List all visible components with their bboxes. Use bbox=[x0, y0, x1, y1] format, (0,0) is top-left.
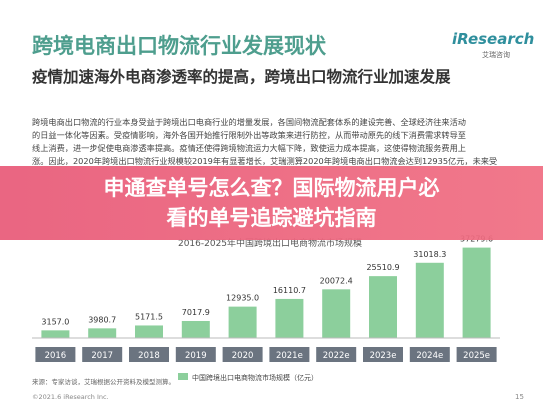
x-tick-label: 2020 bbox=[232, 351, 254, 361]
x-tick-label: 2019 bbox=[185, 351, 207, 361]
banner-line: 看的单号追踪避坑指南 bbox=[166, 206, 377, 230]
legend-swatch bbox=[178, 373, 188, 380]
bar bbox=[462, 247, 491, 338]
logo-sub: 艾瑞咨询 bbox=[482, 51, 510, 59]
body-line: 跨境电商出口物流的行业本身受益于跨境出口电商行业的增量发展，各国间物流配套体系的… bbox=[32, 117, 466, 127]
x-tick-label: 2025e bbox=[463, 351, 490, 361]
bar bbox=[275, 298, 304, 338]
x-tick-box bbox=[456, 347, 497, 362]
x-tick-box bbox=[363, 347, 403, 362]
value-label: 16110.7 bbox=[273, 286, 306, 295]
chart-title: 2016-2025年中国跨境出口电商物流市场规模 bbox=[178, 237, 362, 249]
bar bbox=[88, 328, 117, 338]
title: 跨境电商出口物流行业发展现状 bbox=[32, 34, 326, 58]
bar bbox=[369, 276, 397, 338]
bar bbox=[41, 330, 70, 338]
footer: ©2021.6 iResearch Inc. bbox=[32, 393, 109, 401]
page-number: 15 bbox=[515, 393, 524, 401]
x-tick-box bbox=[35, 347, 76, 362]
x-tick-box bbox=[82, 347, 123, 362]
x-tick-box bbox=[129, 347, 169, 362]
bar bbox=[181, 320, 210, 338]
value-label: 3157.0 bbox=[41, 317, 69, 326]
bar bbox=[228, 306, 257, 338]
value-label: 20072.4 bbox=[320, 276, 353, 285]
x-tick-label: 2016 bbox=[45, 351, 67, 361]
bar bbox=[415, 262, 444, 338]
x-tick-label: 2018 bbox=[138, 351, 160, 361]
x-tick-box bbox=[175, 347, 216, 362]
logo: iResearch bbox=[452, 30, 535, 48]
bar bbox=[135, 325, 163, 338]
source: 来源：专家访谈，艾瑞根据公开资料及模型测算。 bbox=[32, 378, 175, 386]
x-tick-box bbox=[316, 347, 357, 362]
banner-line: 申通查单号怎么查？国际物流用户必 bbox=[103, 176, 440, 200]
x-tick-box bbox=[222, 347, 263, 362]
value-label: 3980.7 bbox=[88, 315, 116, 324]
banner: 申通查单号怎么查？国际物流用户必 看的单号追踪避坑指南 bbox=[0, 166, 543, 240]
value-label: 7017.9 bbox=[182, 308, 210, 317]
value-label: 12935.0 bbox=[226, 294, 259, 303]
body-line: 线上消费，进一步促使电商渗透率提高。疫情还使得跨境物流运力大幅下降，致使运力成本… bbox=[32, 143, 466, 153]
x-tick-label: 2024e bbox=[416, 351, 443, 361]
subtitle: 疫情加速海外电商渗透率的提高，跨境出口物流行业加速发展 bbox=[32, 68, 451, 86]
banner-text: 申通查单号怎么查？国际物流用户必 看的单号追踪避坑指南 bbox=[0, 166, 543, 233]
value-label: 31018.3 bbox=[413, 250, 446, 259]
body-line: 涨。因此，2020年跨境出口物流行业规模较2019年有显著增长，艾瑞测算2020… bbox=[32, 156, 498, 166]
x-tick-label: 2021e bbox=[276, 351, 303, 361]
x-tick-box bbox=[409, 347, 450, 362]
legend-label: 中国跨境出口电商物流市场规模（亿元） bbox=[192, 373, 318, 382]
x-tick-box bbox=[269, 347, 310, 362]
x-tick-label: 2023e bbox=[370, 351, 397, 361]
value-label: 5171.5 bbox=[135, 312, 163, 321]
x-tick-label: 2022e bbox=[323, 351, 350, 361]
bar bbox=[322, 289, 351, 338]
value-label: 25510.9 bbox=[366, 263, 399, 272]
body-line: 的日益一体化等因素。受疫情影响，海外各国开始推行限制外出等政策来进行防控，从而带… bbox=[32, 130, 466, 140]
body-text: 跨境电商出口物流的行业本身受益于跨境出口电商行业的增量发展，各国间物流配套体系的… bbox=[32, 116, 497, 168]
x-tick-label: 2017 bbox=[91, 351, 113, 361]
